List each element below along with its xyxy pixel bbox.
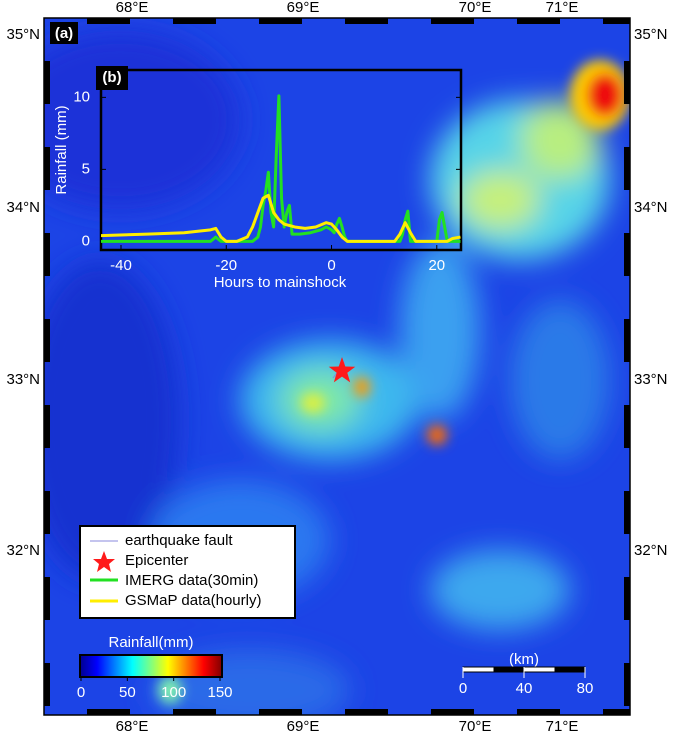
panel-label: (a) xyxy=(55,25,73,42)
inset-label-box xyxy=(96,66,128,90)
border-block xyxy=(624,405,630,448)
x-tick-label: -40 xyxy=(110,257,132,274)
colorbar-label: Rainfall(mm) xyxy=(108,634,193,651)
y-tick-label: 5 xyxy=(82,160,90,177)
lat-label: 33°N xyxy=(6,371,40,388)
scale-bar-seg xyxy=(554,667,585,672)
colorbar-tick-label: 100 xyxy=(161,684,186,701)
border-block xyxy=(44,491,50,534)
border-block xyxy=(624,663,630,706)
lon-label: 70°E xyxy=(459,718,492,735)
border-block xyxy=(44,663,50,706)
border-block xyxy=(624,233,630,276)
border-block xyxy=(603,18,630,24)
border-block xyxy=(259,709,302,715)
inset-panel-label: (b) xyxy=(102,69,121,86)
inset-chart: (b) Hours to mainshock Rainfall (mm) -40… xyxy=(53,66,463,291)
border-block xyxy=(517,709,560,715)
legend-label: GSMaP data(hourly) xyxy=(125,592,261,609)
border-block xyxy=(603,709,630,715)
lat-label: 34°N xyxy=(634,199,668,216)
series-line xyxy=(101,94,461,243)
legend-star xyxy=(93,551,115,572)
lat-label: 34°N xyxy=(6,199,40,216)
border-block xyxy=(44,405,50,448)
border-block xyxy=(517,18,560,24)
scale-bar-tick-label: 40 xyxy=(516,680,533,697)
y-axis-label: Rainfall (mm) xyxy=(53,105,70,194)
y-tick-label: 0 xyxy=(82,232,90,249)
y-tick-label: 10 xyxy=(73,88,90,105)
border-block xyxy=(259,18,302,24)
lon-label: 70°E xyxy=(459,0,492,16)
legend-label: earthquake fault xyxy=(125,532,233,549)
lon-label: 71°E xyxy=(546,0,579,16)
border-block xyxy=(44,319,50,362)
border-block xyxy=(173,709,216,715)
lon-label: 71°E xyxy=(546,718,579,735)
border-block xyxy=(87,18,130,24)
lat-label: 35°N xyxy=(6,26,40,43)
border-block xyxy=(431,709,474,715)
colorbar: Rainfall(mm) 0 50 100 150 xyxy=(77,634,233,701)
border-block xyxy=(173,18,216,24)
border-block xyxy=(624,147,630,190)
border-block xyxy=(87,709,130,715)
x-axis-label: Hours to mainshock xyxy=(214,274,347,291)
border-block xyxy=(44,233,50,276)
scale-bar-label: (km) xyxy=(509,651,539,668)
colorbar-tick-label: 0 xyxy=(77,684,85,701)
border-block xyxy=(624,319,630,362)
border-block xyxy=(345,18,388,24)
lat-label: 35°N xyxy=(634,26,668,43)
scale-bar-tick-label: 0 xyxy=(459,680,467,697)
map-frame xyxy=(43,17,631,716)
lat-label: 33°N xyxy=(634,371,668,388)
border-block xyxy=(44,577,50,620)
rainfall-map xyxy=(44,18,630,715)
border-block xyxy=(345,709,388,715)
frame-border xyxy=(44,18,630,715)
colorbar-tick-label: 150 xyxy=(207,684,232,701)
legend-label: IMERG data(30min) xyxy=(125,572,258,589)
colorbar-ramp xyxy=(79,654,223,678)
border-block xyxy=(624,491,630,534)
scale-bar-tick-label: 80 xyxy=(577,680,594,697)
legend-label: Epicenter xyxy=(125,552,188,569)
x-tick-label: 0 xyxy=(327,257,335,274)
inset-frame xyxy=(99,68,463,252)
lat-label: 32°N xyxy=(6,542,40,559)
panel-label-box xyxy=(50,22,78,44)
colorbar-tick-label: 50 xyxy=(119,684,136,701)
plot-area xyxy=(101,94,461,243)
border-block xyxy=(44,61,50,104)
border-block xyxy=(431,18,474,24)
x-tick-label: 20 xyxy=(428,257,445,274)
border-block xyxy=(624,577,630,620)
x-tick-label: -20 xyxy=(215,257,237,274)
lat-label: 32°N xyxy=(634,542,668,559)
border-block xyxy=(624,61,630,104)
lon-label: 69°E xyxy=(287,0,320,16)
lon-label: 68°E xyxy=(116,718,149,735)
lon-label: 69°E xyxy=(287,718,320,735)
epicenter xyxy=(328,357,356,383)
series-line xyxy=(101,193,461,243)
border-block xyxy=(44,147,50,190)
legend: earthquake fault Epicenter IMERG data(30mi… xyxy=(79,525,296,619)
scale-bar-seg xyxy=(493,667,524,672)
lon-label: 68°E xyxy=(116,0,149,16)
scale-bar: (km) 0 40 80 xyxy=(459,651,594,697)
